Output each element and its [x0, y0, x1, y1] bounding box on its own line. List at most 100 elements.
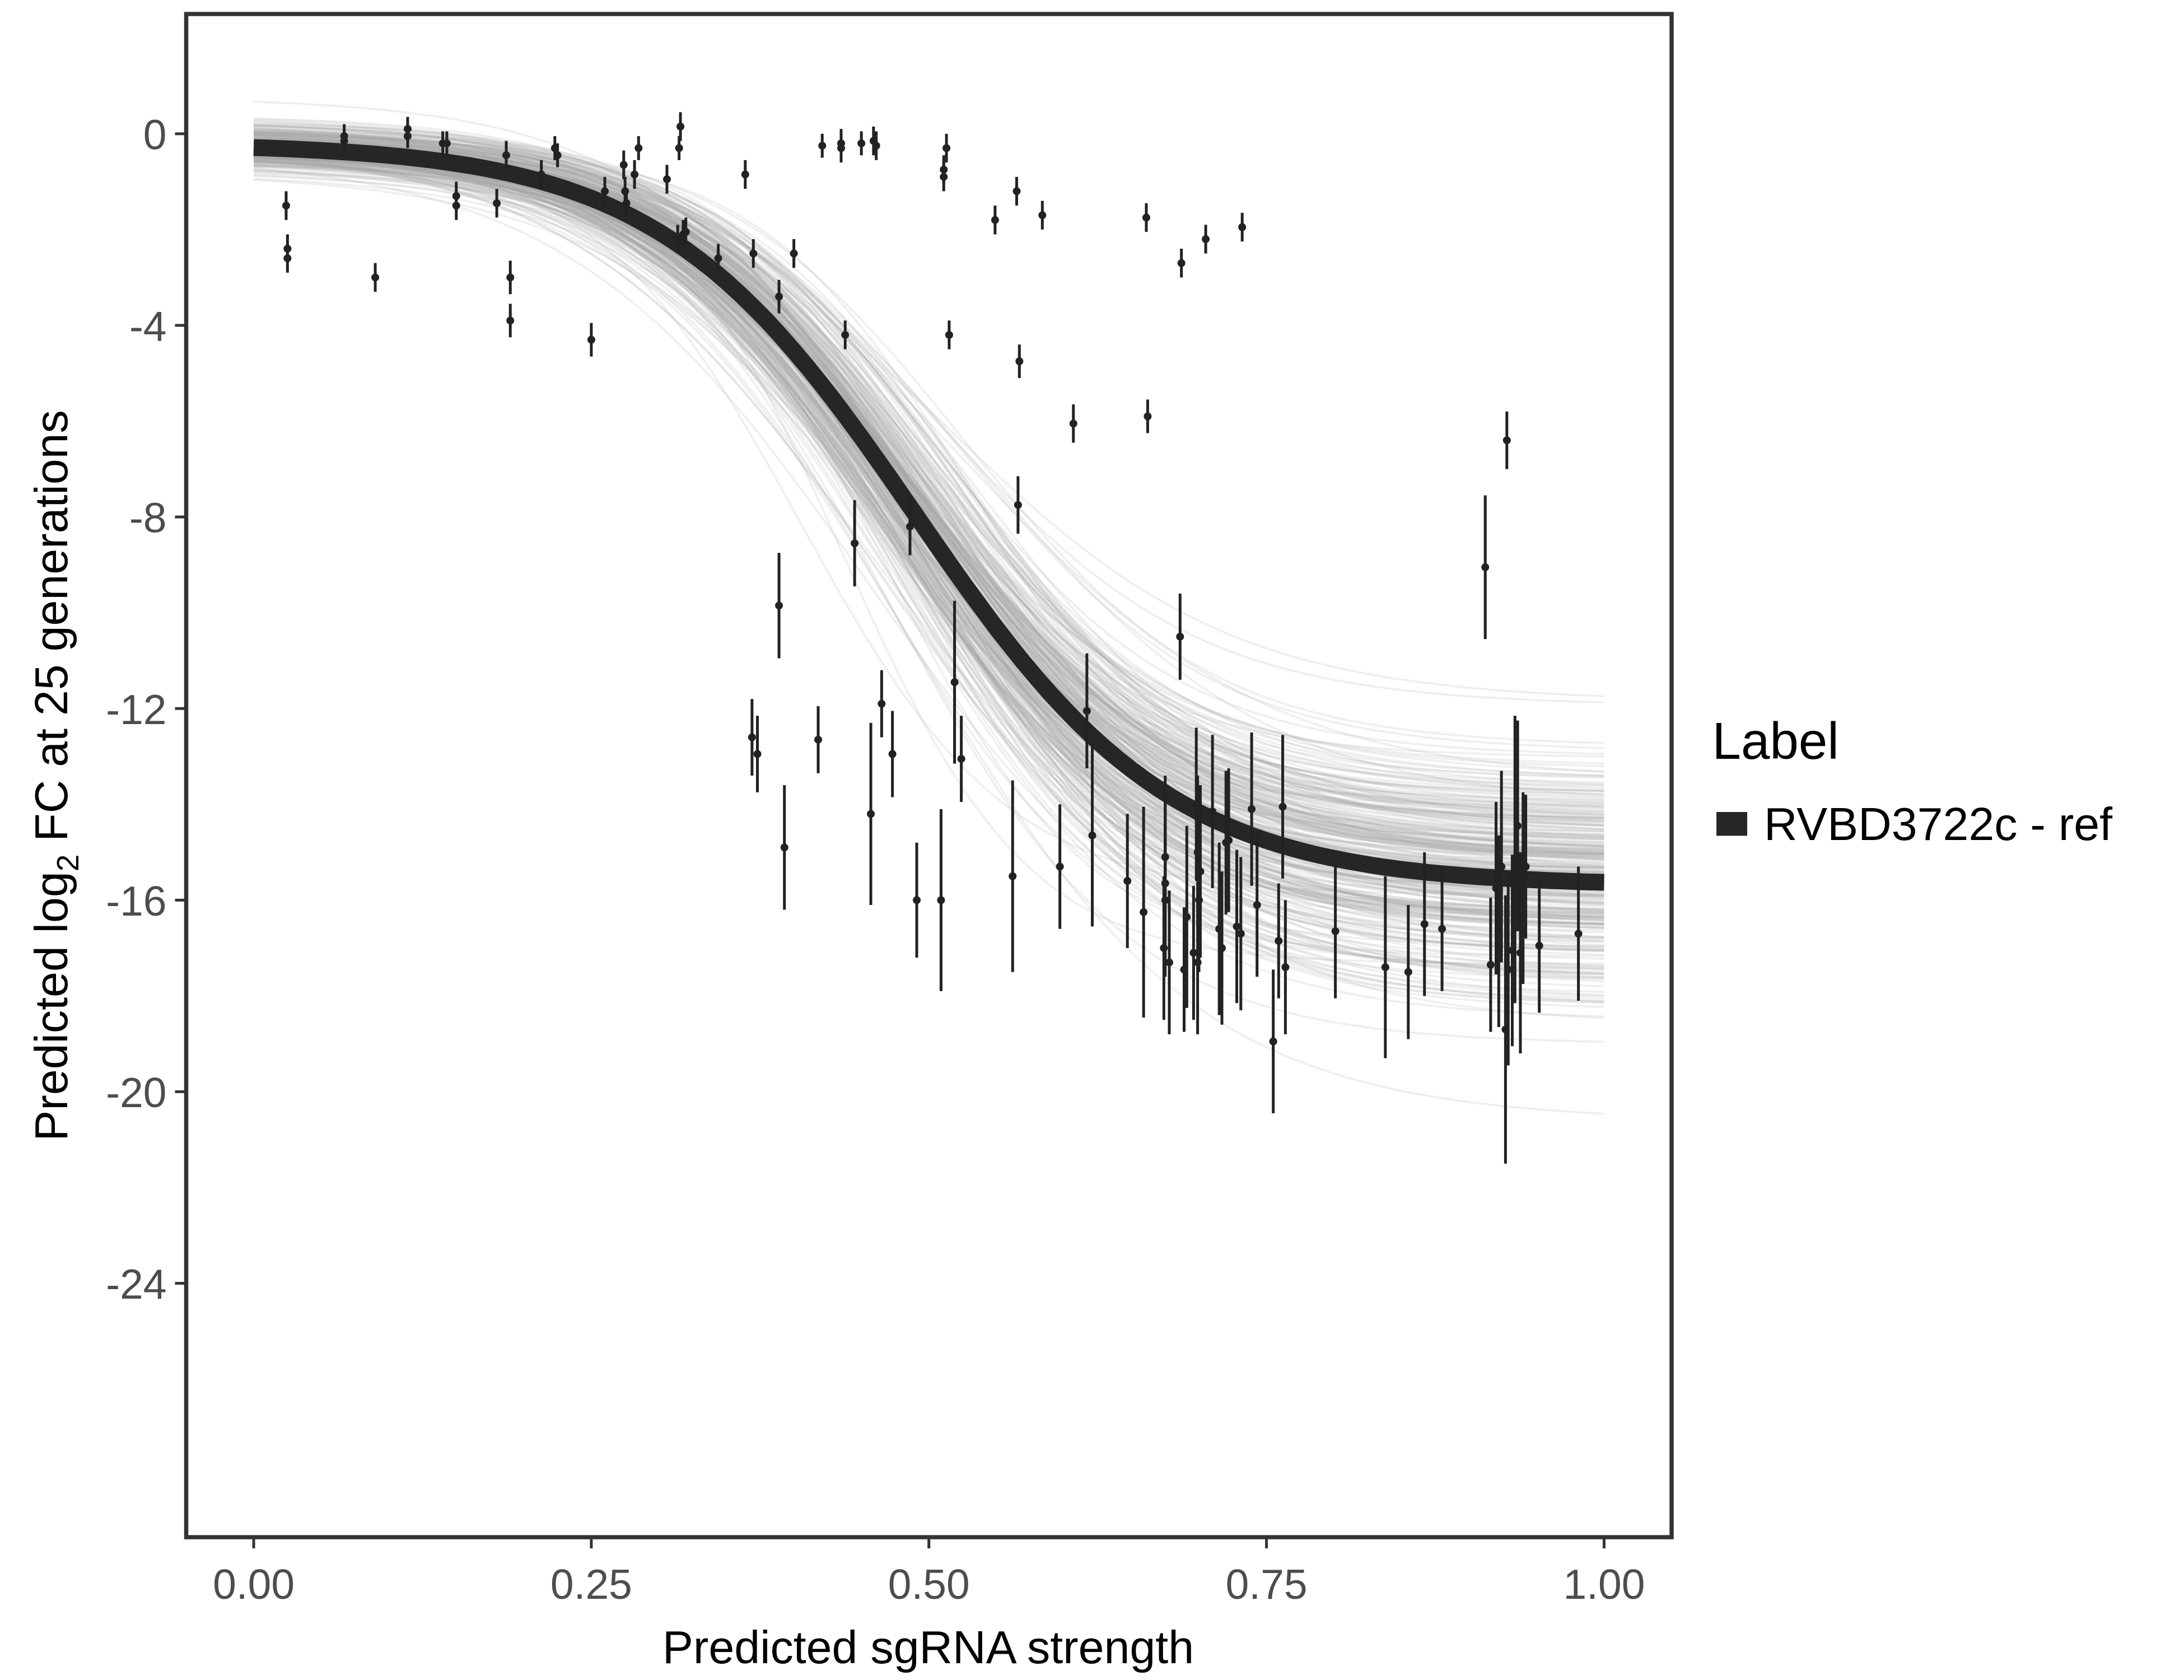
data-point [1233, 850, 1241, 1004]
data-point [1014, 476, 1022, 534]
point-marker [942, 144, 951, 152]
point-marker [371, 273, 380, 282]
point-marker [340, 137, 348, 145]
data-point [753, 716, 762, 792]
posterior-draw-line [253, 127, 1604, 913]
point-marker [1012, 187, 1021, 195]
data-point [775, 553, 783, 659]
data-point [502, 141, 510, 170]
data-point [1238, 212, 1247, 242]
posterior-draw-line [253, 132, 1604, 801]
point-marker [1281, 963, 1290, 972]
posterior-draw-line [253, 120, 1604, 950]
data-point [780, 785, 788, 910]
posterior-draw-line [253, 158, 1604, 872]
posterior-draw-line [253, 151, 1604, 978]
point-marker [682, 228, 690, 236]
point-marker [872, 142, 880, 150]
y-axis-title: Predicted log2 FC at 25 generations [26, 410, 85, 1141]
data-point [1281, 900, 1290, 1034]
data-points [282, 112, 1583, 1164]
posterior-draw-line [253, 133, 1604, 838]
data-point [945, 320, 953, 349]
data-point [283, 244, 292, 273]
data-point [1165, 890, 1173, 1034]
point-marker [506, 316, 515, 325]
point-marker [1514, 822, 1522, 830]
posterior-draw-line [253, 130, 1604, 867]
data-point [553, 143, 562, 167]
posterior-draw-line [253, 160, 1604, 949]
posterior-draw-line [253, 152, 1604, 951]
posterior-draw-line [253, 136, 1604, 850]
data-point [619, 150, 628, 180]
posterior-draw-line [253, 155, 1604, 997]
data-point [749, 239, 758, 268]
data-point [942, 133, 951, 163]
data-point [851, 500, 859, 587]
posterior-draw-line [253, 124, 1604, 974]
point-marker [1015, 357, 1024, 366]
point-marker [537, 170, 545, 179]
data-point [1514, 720, 1522, 931]
data-point [1183, 825, 1191, 1008]
posterior-draw-line [253, 166, 1604, 952]
fit-curve-layer [253, 139, 1604, 891]
posterior-draw-line [253, 159, 1604, 917]
data-point [403, 124, 412, 148]
point-marker [714, 254, 722, 263]
point-marker [950, 678, 959, 687]
data-point [1140, 806, 1148, 1018]
data-point [1278, 735, 1287, 879]
point-marker [506, 273, 515, 282]
data-point [913, 842, 921, 958]
posterior-draw-line [253, 141, 1604, 797]
data-point [674, 225, 682, 254]
data-point [1522, 795, 1530, 939]
point-marker [1189, 949, 1198, 957]
point-marker [619, 161, 628, 169]
posterior-draw-line [253, 136, 1604, 778]
data-point [1160, 876, 1168, 1020]
point-marker [553, 151, 562, 160]
posterior-draw-line [253, 170, 1604, 841]
posterior-draw-line [253, 160, 1604, 850]
posterior-draw-line [253, 156, 1604, 822]
point-marker [1177, 259, 1186, 267]
point-marker [587, 335, 595, 344]
posterior-draw-line [253, 146, 1604, 916]
data-point [837, 129, 846, 158]
point-marker [913, 896, 921, 904]
point-marker [878, 699, 886, 708]
point-marker [906, 522, 914, 531]
posterior-draw-line [253, 131, 1604, 855]
data-point [878, 670, 886, 738]
data-point [340, 129, 348, 153]
data-point [1195, 828, 1203, 972]
posterior-draw-line [253, 137, 1604, 826]
posterior-draw-line [253, 160, 1604, 870]
point-marker [1420, 920, 1429, 928]
data-point [1420, 852, 1429, 996]
point-marker [814, 735, 823, 744]
posterior-draw-line [253, 158, 1604, 925]
data-point [631, 160, 639, 189]
data-point [1225, 768, 1233, 912]
posterior-draw-line [253, 129, 1604, 836]
point-marker [1331, 927, 1340, 935]
data-point [1208, 735, 1217, 889]
data-point [841, 320, 850, 349]
data-point [1481, 495, 1490, 640]
legend-title: Label [1712, 712, 1839, 770]
point-marker [1144, 412, 1152, 421]
posterior-draw-line [253, 156, 1604, 817]
data-point [818, 133, 827, 158]
posterior-draw-line [253, 155, 1604, 988]
posterior-draw-line [253, 136, 1604, 869]
posterior-draw-line [253, 160, 1604, 967]
posterior-draw-line [253, 156, 1604, 819]
y-tick-label: -16 [106, 878, 166, 925]
posterior-draw-line [253, 152, 1604, 960]
point-marker [957, 755, 965, 763]
posterior-draw-line [253, 158, 1604, 956]
